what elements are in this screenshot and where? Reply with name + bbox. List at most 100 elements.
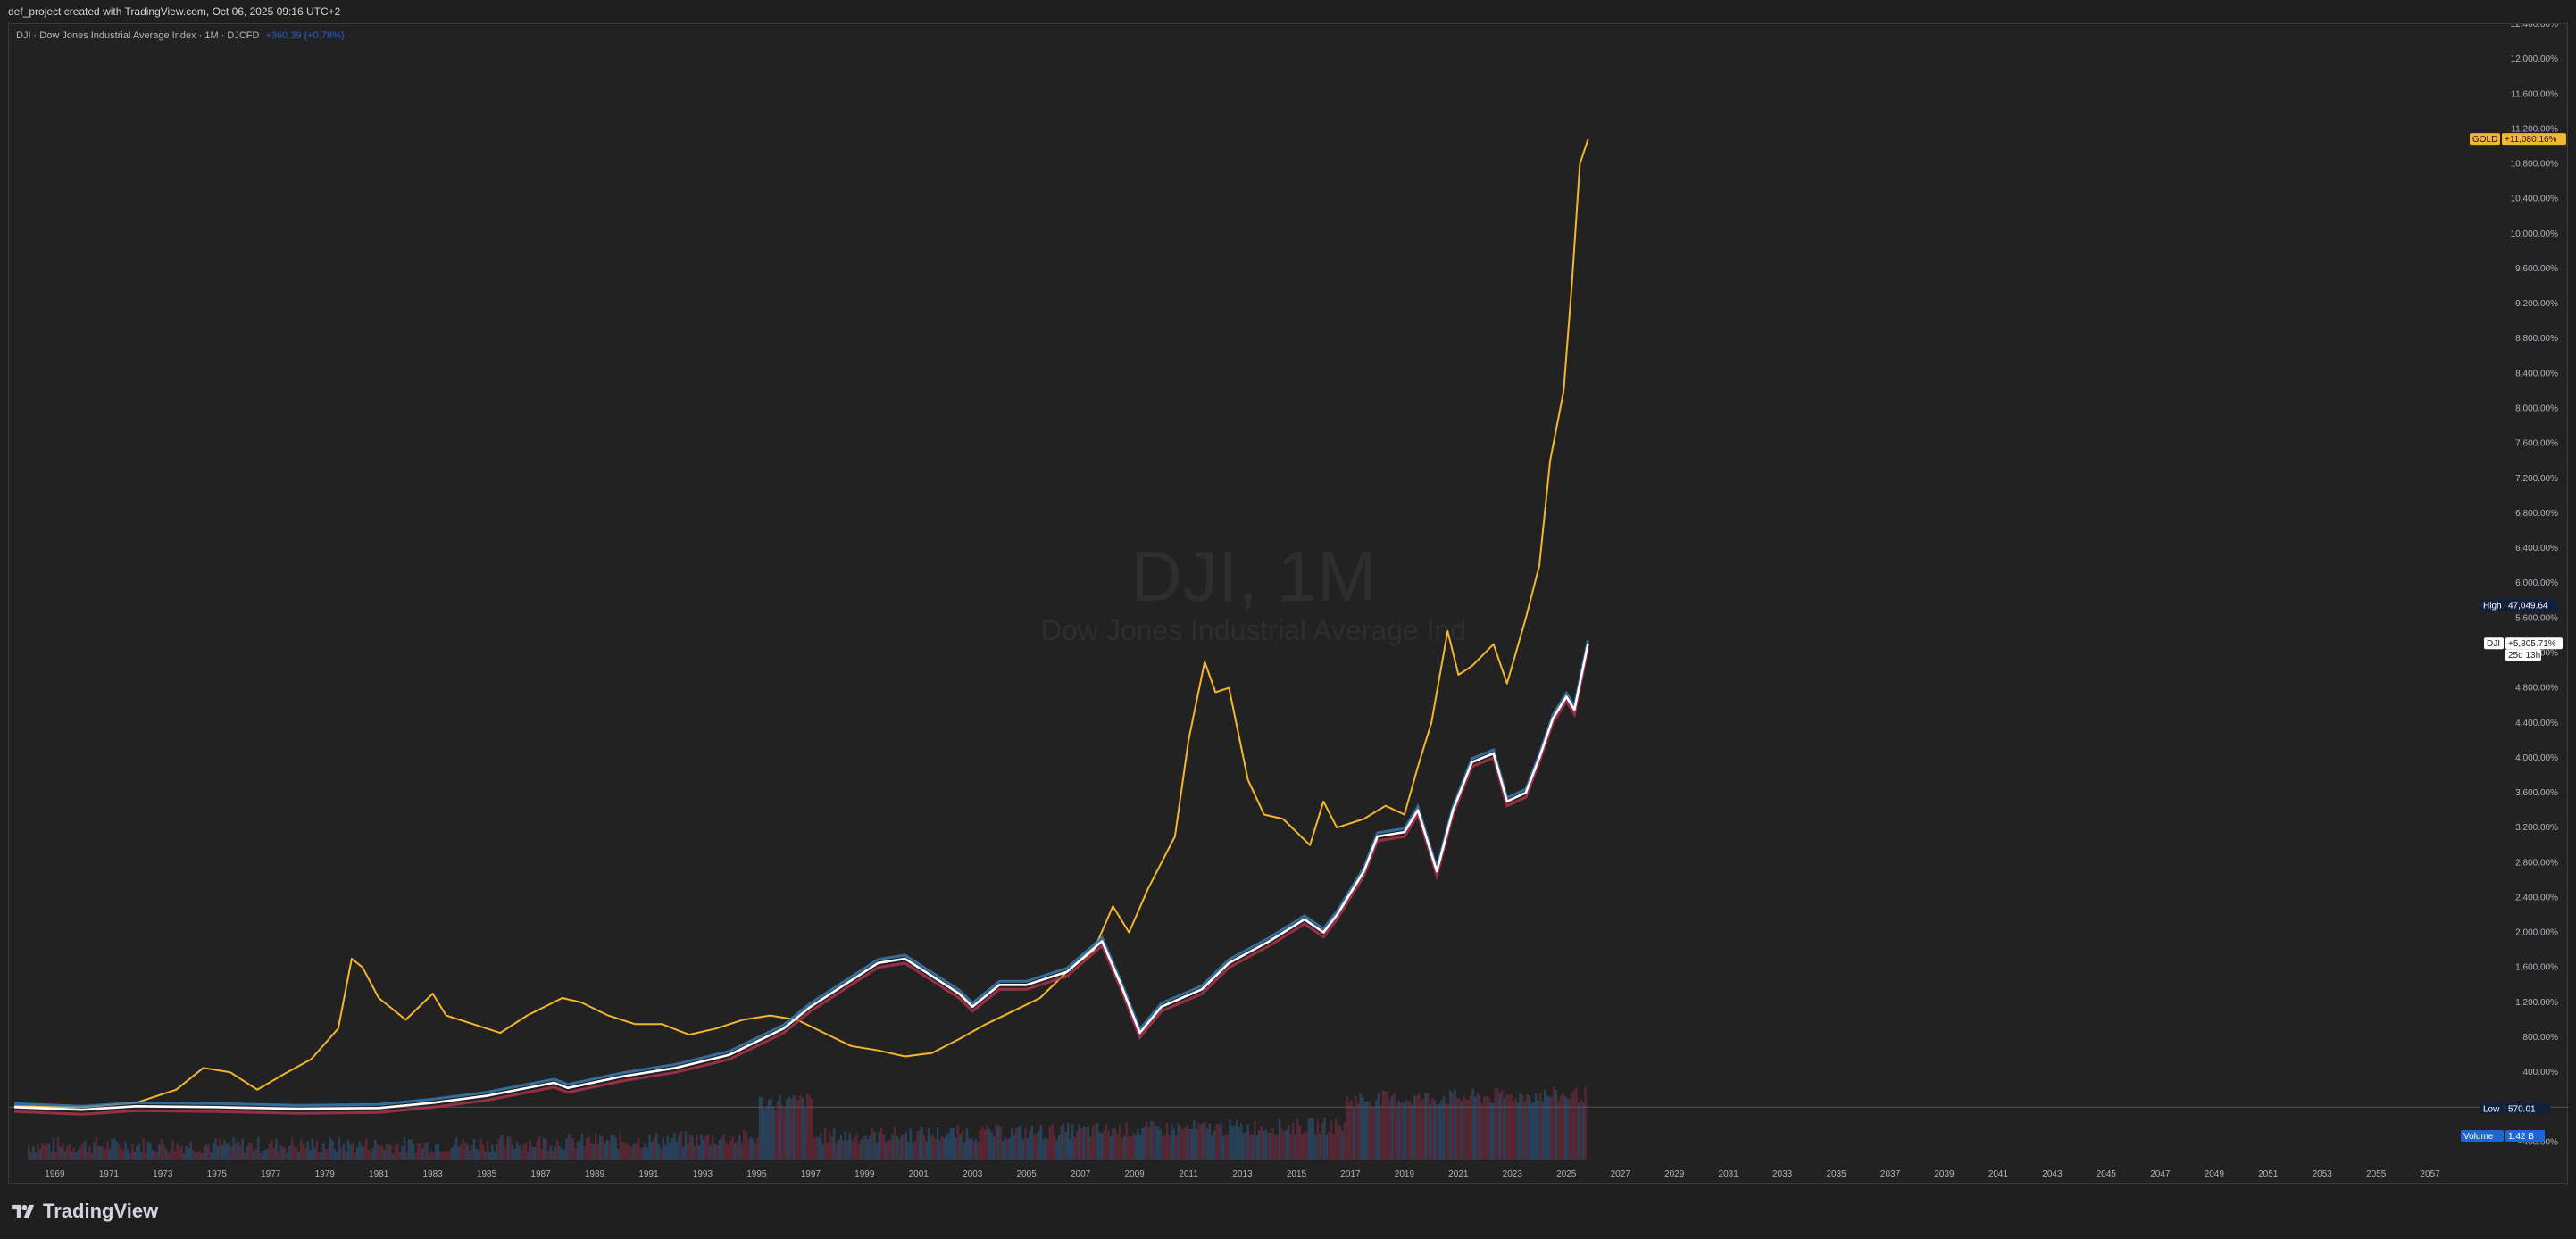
volume-bar	[570, 1135, 572, 1160]
volume-bar	[515, 1141, 519, 1160]
x-tick-label: 2037	[1880, 1169, 1901, 1179]
volume-bar	[588, 1135, 590, 1160]
volume-bar	[160, 1139, 163, 1160]
volume-bar	[1276, 1135, 1279, 1160]
volume-bar	[722, 1134, 725, 1160]
volume-bar	[484, 1152, 487, 1160]
volume-bar	[1258, 1130, 1261, 1160]
y-tick-label: 6,800.00%	[2515, 509, 2558, 519]
volume-bar	[601, 1136, 604, 1160]
x-axis[interactable]: 1969 1971 1973 1975 1977 1979 1981 1983 1985 1987…	[45, 1169, 2440, 1179]
volume-bar	[297, 1152, 300, 1160]
volume-bar	[1483, 1096, 1486, 1160]
volume-bar	[1271, 1127, 1274, 1160]
y-axis[interactable]: −400.00% 400.00% 800.00% 1,200.00% 1,600.00%…	[2511, 24, 2558, 1147]
volume-bar	[371, 1147, 374, 1160]
volume-bar	[795, 1096, 797, 1160]
volume-bar	[463, 1142, 467, 1160]
volume-bar	[594, 1133, 597, 1160]
volume-bar	[472, 1139, 476, 1160]
volume-bar	[1464, 1099, 1468, 1160]
volume-bar	[1230, 1126, 1234, 1160]
volume-bar	[711, 1135, 714, 1160]
y-tick-label: 9,600.00%	[2515, 264, 2558, 274]
volume-bar	[585, 1138, 588, 1160]
volume-bar	[403, 1137, 406, 1160]
y-tick-label: 10,400.00%	[2511, 195, 2558, 204]
volume-bar	[28, 1145, 30, 1160]
volume-bar	[401, 1146, 404, 1160]
volume-bar	[1048, 1126, 1052, 1160]
volume-bar	[72, 1147, 75, 1160]
volume-bar	[1568, 1099, 1571, 1160]
chart-legend[interactable]: DJI · Dow Jones Industrial Average Index…	[16, 30, 345, 41]
volume-bar	[955, 1138, 957, 1160]
volume-bar	[922, 1135, 926, 1160]
volume-bar	[623, 1143, 627, 1160]
volume-bar	[1301, 1134, 1304, 1160]
volume-bar	[46, 1142, 48, 1160]
volume-bar	[846, 1140, 849, 1160]
volume-bar	[956, 1125, 959, 1160]
volume-bar	[61, 1142, 64, 1160]
volume-bar	[65, 1146, 69, 1160]
volume-bar	[830, 1136, 833, 1160]
volume-bar	[808, 1095, 811, 1160]
y-tick-label: 8,400.00%	[2515, 369, 2558, 378]
volume-bar	[320, 1152, 323, 1160]
volume-bar	[678, 1135, 680, 1160]
volume-bar	[127, 1149, 129, 1160]
volume-bar	[351, 1143, 354, 1160]
price-chart[interactable]: DJI, 1M Dow Jones Industrial Average Ind…	[9, 24, 2569, 1185]
volume-bar	[1566, 1098, 1569, 1160]
y-tick-label: 8,000.00%	[2515, 404, 2558, 414]
y-tick-label: 7,200.00%	[2515, 474, 2558, 484]
volume-bar	[1498, 1093, 1502, 1160]
chart-panel[interactable]: DJI, 1M Dow Jones Industrial Average Ind…	[8, 23, 2569, 1185]
volume-bar	[329, 1137, 332, 1160]
volume-bar	[1245, 1131, 1247, 1160]
volume-bar	[1046, 1138, 1049, 1160]
volume-bar	[468, 1151, 471, 1160]
volume-bar	[97, 1146, 100, 1160]
volume-bar	[1418, 1093, 1421, 1160]
x-tick-label: 1981	[369, 1169, 389, 1179]
y-tick-label: 1,600.00%	[2515, 963, 2558, 973]
volume-bar	[167, 1152, 170, 1160]
volume-bar	[1005, 1139, 1009, 1160]
volume-bar	[1238, 1127, 1240, 1160]
volume-bar	[1319, 1133, 1321, 1160]
x-tick-label: 2007	[1071, 1169, 1091, 1179]
tradingview-brand[interactable]: TradingView	[11, 1198, 158, 1225]
volume-bar	[79, 1145, 82, 1160]
volume-bar	[518, 1145, 521, 1160]
volume-bar	[669, 1142, 671, 1160]
low-value-tag-bg	[2505, 1102, 2550, 1115]
volume-bar	[927, 1127, 930, 1160]
volume-bar	[1571, 1093, 1573, 1160]
volume-bar	[59, 1146, 62, 1160]
volume-bar	[1024, 1127, 1027, 1160]
volume-bar	[1375, 1100, 1378, 1160]
volume-bar	[1532, 1102, 1535, 1160]
volume-bar	[1446, 1103, 1450, 1160]
volume-bar	[1433, 1100, 1437, 1160]
volume-bar	[1039, 1125, 1043, 1160]
volume-bar	[234, 1143, 238, 1160]
volume-bar	[338, 1137, 341, 1160]
volume-bar	[702, 1139, 705, 1160]
volume-bar	[1233, 1125, 1236, 1160]
volume-bar	[1380, 1105, 1382, 1160]
volume-bar	[786, 1099, 788, 1160]
volume-bar	[1442, 1096, 1446, 1160]
volume-bar	[1395, 1106, 1398, 1160]
volume-bar	[913, 1140, 917, 1160]
volume-bar	[228, 1143, 230, 1160]
volume-bar	[974, 1139, 978, 1160]
volume-bar	[277, 1152, 280, 1160]
volume-bar	[1480, 1103, 1483, 1160]
volume-bar	[792, 1094, 796, 1160]
volume-bar	[1291, 1122, 1295, 1160]
volume-bar	[1363, 1102, 1366, 1160]
volume-bar	[446, 1151, 449, 1160]
